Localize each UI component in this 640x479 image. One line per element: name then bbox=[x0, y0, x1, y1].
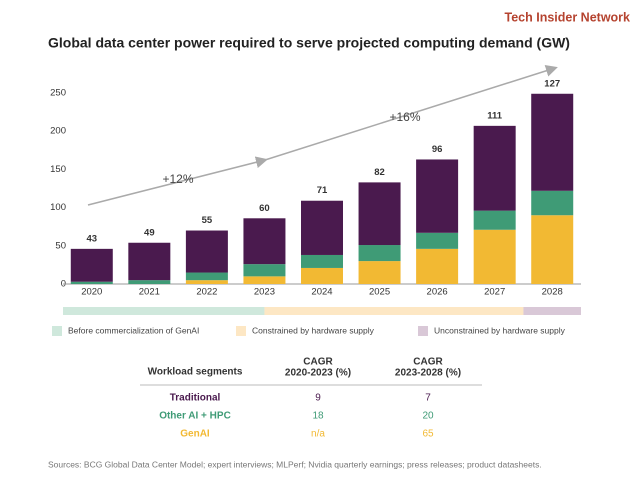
phase-band bbox=[523, 307, 581, 315]
chart-title: Global data center power required to ser… bbox=[48, 35, 570, 51]
bar-segment bbox=[128, 242, 171, 281]
legend-label: Constrained by hardware supply bbox=[252, 325, 375, 335]
value-label: 60 bbox=[259, 203, 270, 214]
y-tick-label: 150 bbox=[50, 164, 66, 175]
x-tick-label: 2024 bbox=[311, 287, 332, 298]
value-label: 96 bbox=[432, 144, 443, 155]
x-tick-label: 2020 bbox=[81, 287, 102, 298]
bar-segment bbox=[243, 218, 286, 265]
table-cell: 20 bbox=[422, 411, 434, 422]
value-label: 127 bbox=[544, 78, 560, 89]
bar-segment bbox=[358, 245, 401, 262]
table-header: CAGR bbox=[303, 357, 333, 368]
legend-label: Unconstrained by hardware supply bbox=[434, 325, 566, 335]
x-tick-label: 2025 bbox=[369, 287, 390, 298]
value-label: 43 bbox=[86, 233, 97, 244]
annotation: +12% bbox=[162, 172, 193, 186]
bar-segment bbox=[416, 159, 459, 233]
table-cell: 65 bbox=[422, 429, 434, 440]
y-tick-label: 50 bbox=[55, 240, 66, 251]
bar-segment bbox=[128, 280, 171, 284]
x-tick-label: 2023 bbox=[254, 287, 275, 298]
value-label: 82 bbox=[374, 167, 385, 178]
table-header: 2023-2028 (%) bbox=[395, 368, 461, 379]
annotation: +16% bbox=[389, 110, 420, 124]
bar-segment bbox=[70, 248, 113, 282]
trend-arrow bbox=[264, 65, 558, 161]
table-cell: Other AI + HPC bbox=[159, 411, 231, 422]
legend-label: Before commercialization of GenAI bbox=[68, 325, 199, 335]
bar-segment bbox=[358, 182, 401, 246]
bar-segment bbox=[70, 281, 113, 284]
table-header: Workload segments bbox=[148, 367, 243, 378]
value-label: 71 bbox=[317, 185, 328, 196]
bar-segment bbox=[185, 280, 228, 284]
phase-band bbox=[63, 307, 265, 315]
x-tick-label: 2022 bbox=[196, 287, 217, 298]
x-tick-label: 2027 bbox=[484, 287, 505, 298]
bar-segment bbox=[185, 230, 228, 273]
x-tick-label: 2028 bbox=[542, 287, 563, 298]
trend-arrow bbox=[87, 156, 268, 206]
phase-band bbox=[264, 307, 524, 315]
table-cell: n/a bbox=[311, 429, 325, 440]
bar-segment bbox=[301, 254, 343, 268]
table-cell: 7 bbox=[425, 393, 431, 404]
bar-segment bbox=[531, 190, 574, 216]
table-cell: GenAI bbox=[180, 429, 210, 440]
bar-segment bbox=[243, 264, 286, 277]
y-tick-label: 250 bbox=[50, 88, 66, 99]
table-header: 2020-2023 (%) bbox=[285, 368, 351, 379]
bar-segment bbox=[301, 267, 343, 284]
brand: Tech Insider Network bbox=[505, 10, 631, 24]
bar-segment bbox=[243, 276, 286, 284]
sources: Sources: BCG Global Data Center Model; e… bbox=[48, 459, 542, 469]
bar-segment bbox=[473, 229, 516, 284]
bar-segment bbox=[358, 261, 401, 284]
bar-segment bbox=[473, 125, 516, 211]
bar-segment bbox=[473, 210, 516, 230]
bar-segment bbox=[531, 215, 574, 284]
x-tick-label: 2026 bbox=[427, 287, 448, 298]
bar-segment bbox=[416, 248, 459, 284]
legend-swatch bbox=[418, 326, 428, 336]
legend-swatch bbox=[236, 326, 246, 336]
table-cell: Traditional bbox=[170, 393, 221, 404]
value-label: 55 bbox=[202, 215, 213, 226]
y-tick-label: 100 bbox=[50, 202, 66, 213]
value-label: 49 bbox=[144, 227, 155, 238]
x-tick-label: 2021 bbox=[139, 287, 160, 298]
bar-segment bbox=[531, 93, 574, 191]
bar-segment bbox=[416, 232, 459, 249]
bar-segment bbox=[301, 200, 343, 255]
value-label: 111 bbox=[487, 110, 503, 121]
table-header: CAGR bbox=[413, 357, 443, 368]
bar-segment bbox=[185, 272, 228, 281]
table-cell: 18 bbox=[312, 411, 324, 422]
table-cell: 9 bbox=[315, 393, 321, 404]
legend-swatch bbox=[52, 326, 62, 336]
y-tick-label: 200 bbox=[50, 126, 66, 137]
